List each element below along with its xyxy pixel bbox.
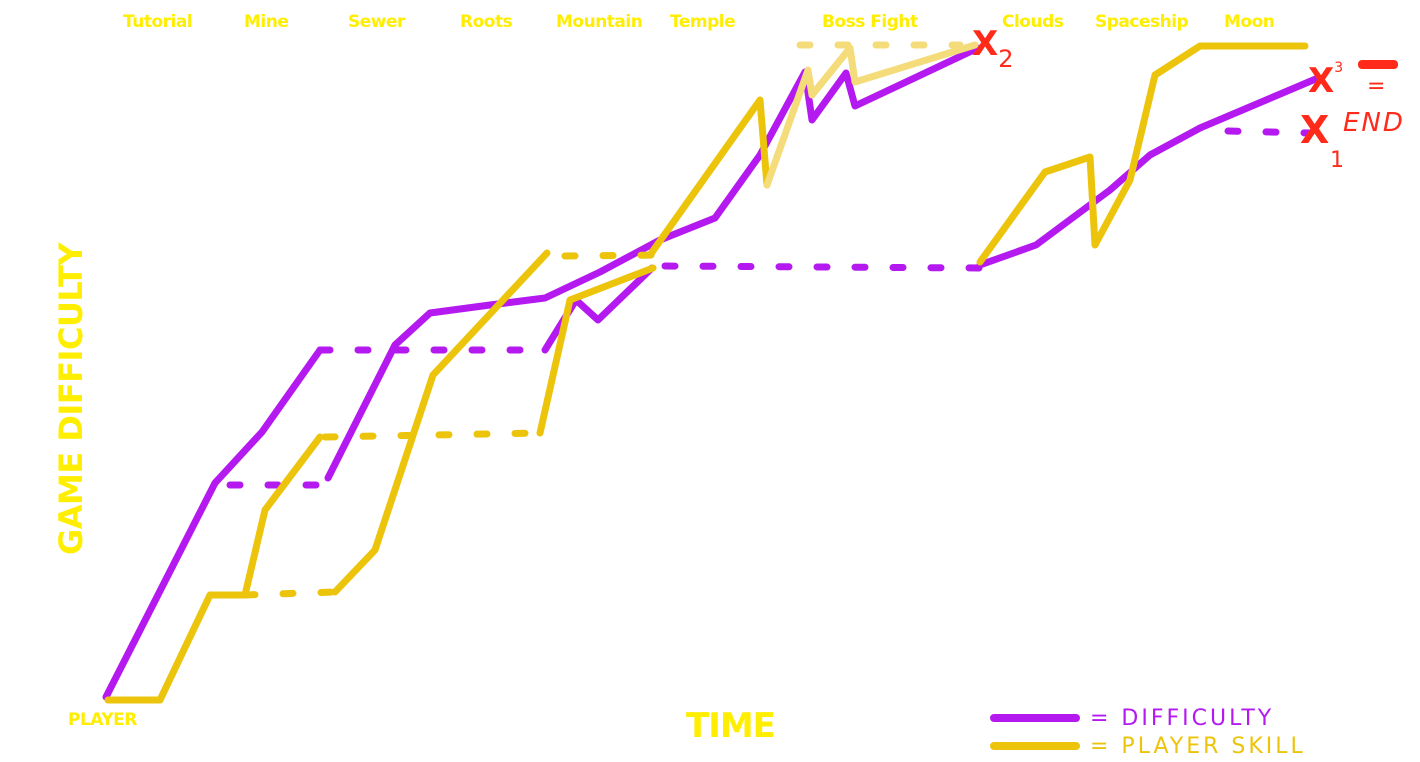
x-mark-icon: X [1300, 108, 1330, 152]
legend-item-skill: = PLAYER SKILL [990, 732, 1306, 760]
stage-label-temple: Temple [670, 12, 736, 32]
death-marker-2: X2 [972, 24, 1014, 73]
end-label: END [1343, 108, 1405, 138]
marker-superscript-3: 3 [1334, 60, 1344, 76]
x-axis-label: TIME [686, 706, 776, 746]
stage-label-clouds: Clouds [1002, 12, 1064, 32]
stage-label-mine: Mine [244, 12, 289, 32]
stage-label-sewer: Sewer [348, 12, 405, 32]
dashed-segment [1224, 127, 1314, 137]
line-segment [331, 249, 551, 596]
x-mark-icon: X [972, 24, 999, 64]
legend-text-difficulty: = DIFFICULTY [1090, 705, 1275, 731]
series-layer [102, 41, 1322, 704]
line-segment [104, 433, 324, 704]
y-axis-label: GAME DIFFICULTY [52, 242, 90, 555]
series-player-skill [104, 42, 1309, 704]
x-mark-icon: X [1308, 61, 1335, 101]
dashed-segment [661, 262, 984, 272]
dashed-segment [321, 429, 544, 441]
end-legend-dash [1358, 60, 1398, 69]
origin-label: PLAYER [68, 710, 137, 730]
death-marker-1: X [1300, 108, 1329, 152]
dashed-segment [241, 588, 339, 599]
line-segment [541, 264, 656, 354]
legend-item-difficulty: = DIFFICULTY [990, 704, 1306, 732]
stage-label-mountain: Mountain [556, 12, 643, 32]
line-segment [646, 96, 771, 259]
death-marker-3: X3 [1308, 60, 1343, 101]
skill-swatch [990, 742, 1080, 750]
legend-text-skill: = PLAYER SKILL [1090, 733, 1306, 759]
stage-label-boss-fight: Boss Fight [822, 12, 918, 32]
stage-label-roots: Roots [460, 12, 513, 32]
marker-subscript-1: 1 [1330, 148, 1344, 173]
marker-subscript-2: 2 [998, 45, 1014, 73]
series-player-skill-alt-path [763, 41, 979, 189]
line-segment [763, 41, 979, 189]
stage-label-moon: Moon [1224, 12, 1275, 32]
line-segment [536, 264, 657, 437]
stage-label-spaceship: Spaceship [1095, 12, 1189, 32]
legend: = DIFFICULTY = PLAYER SKILL [990, 704, 1306, 760]
stage-label-tutorial: Tutorial [123, 12, 193, 32]
line-segment [324, 44, 982, 482]
difficulty-swatch [990, 714, 1080, 722]
dashed-segment [561, 251, 664, 260]
end-equals: = [1367, 74, 1386, 99]
line-segment [976, 42, 1309, 266]
line-segment [102, 346, 324, 701]
